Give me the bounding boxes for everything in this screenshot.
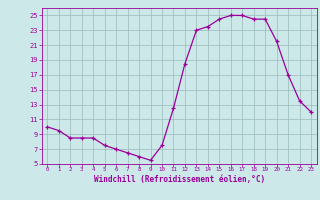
X-axis label: Windchill (Refroidissement éolien,°C): Windchill (Refroidissement éolien,°C)	[94, 175, 265, 184]
